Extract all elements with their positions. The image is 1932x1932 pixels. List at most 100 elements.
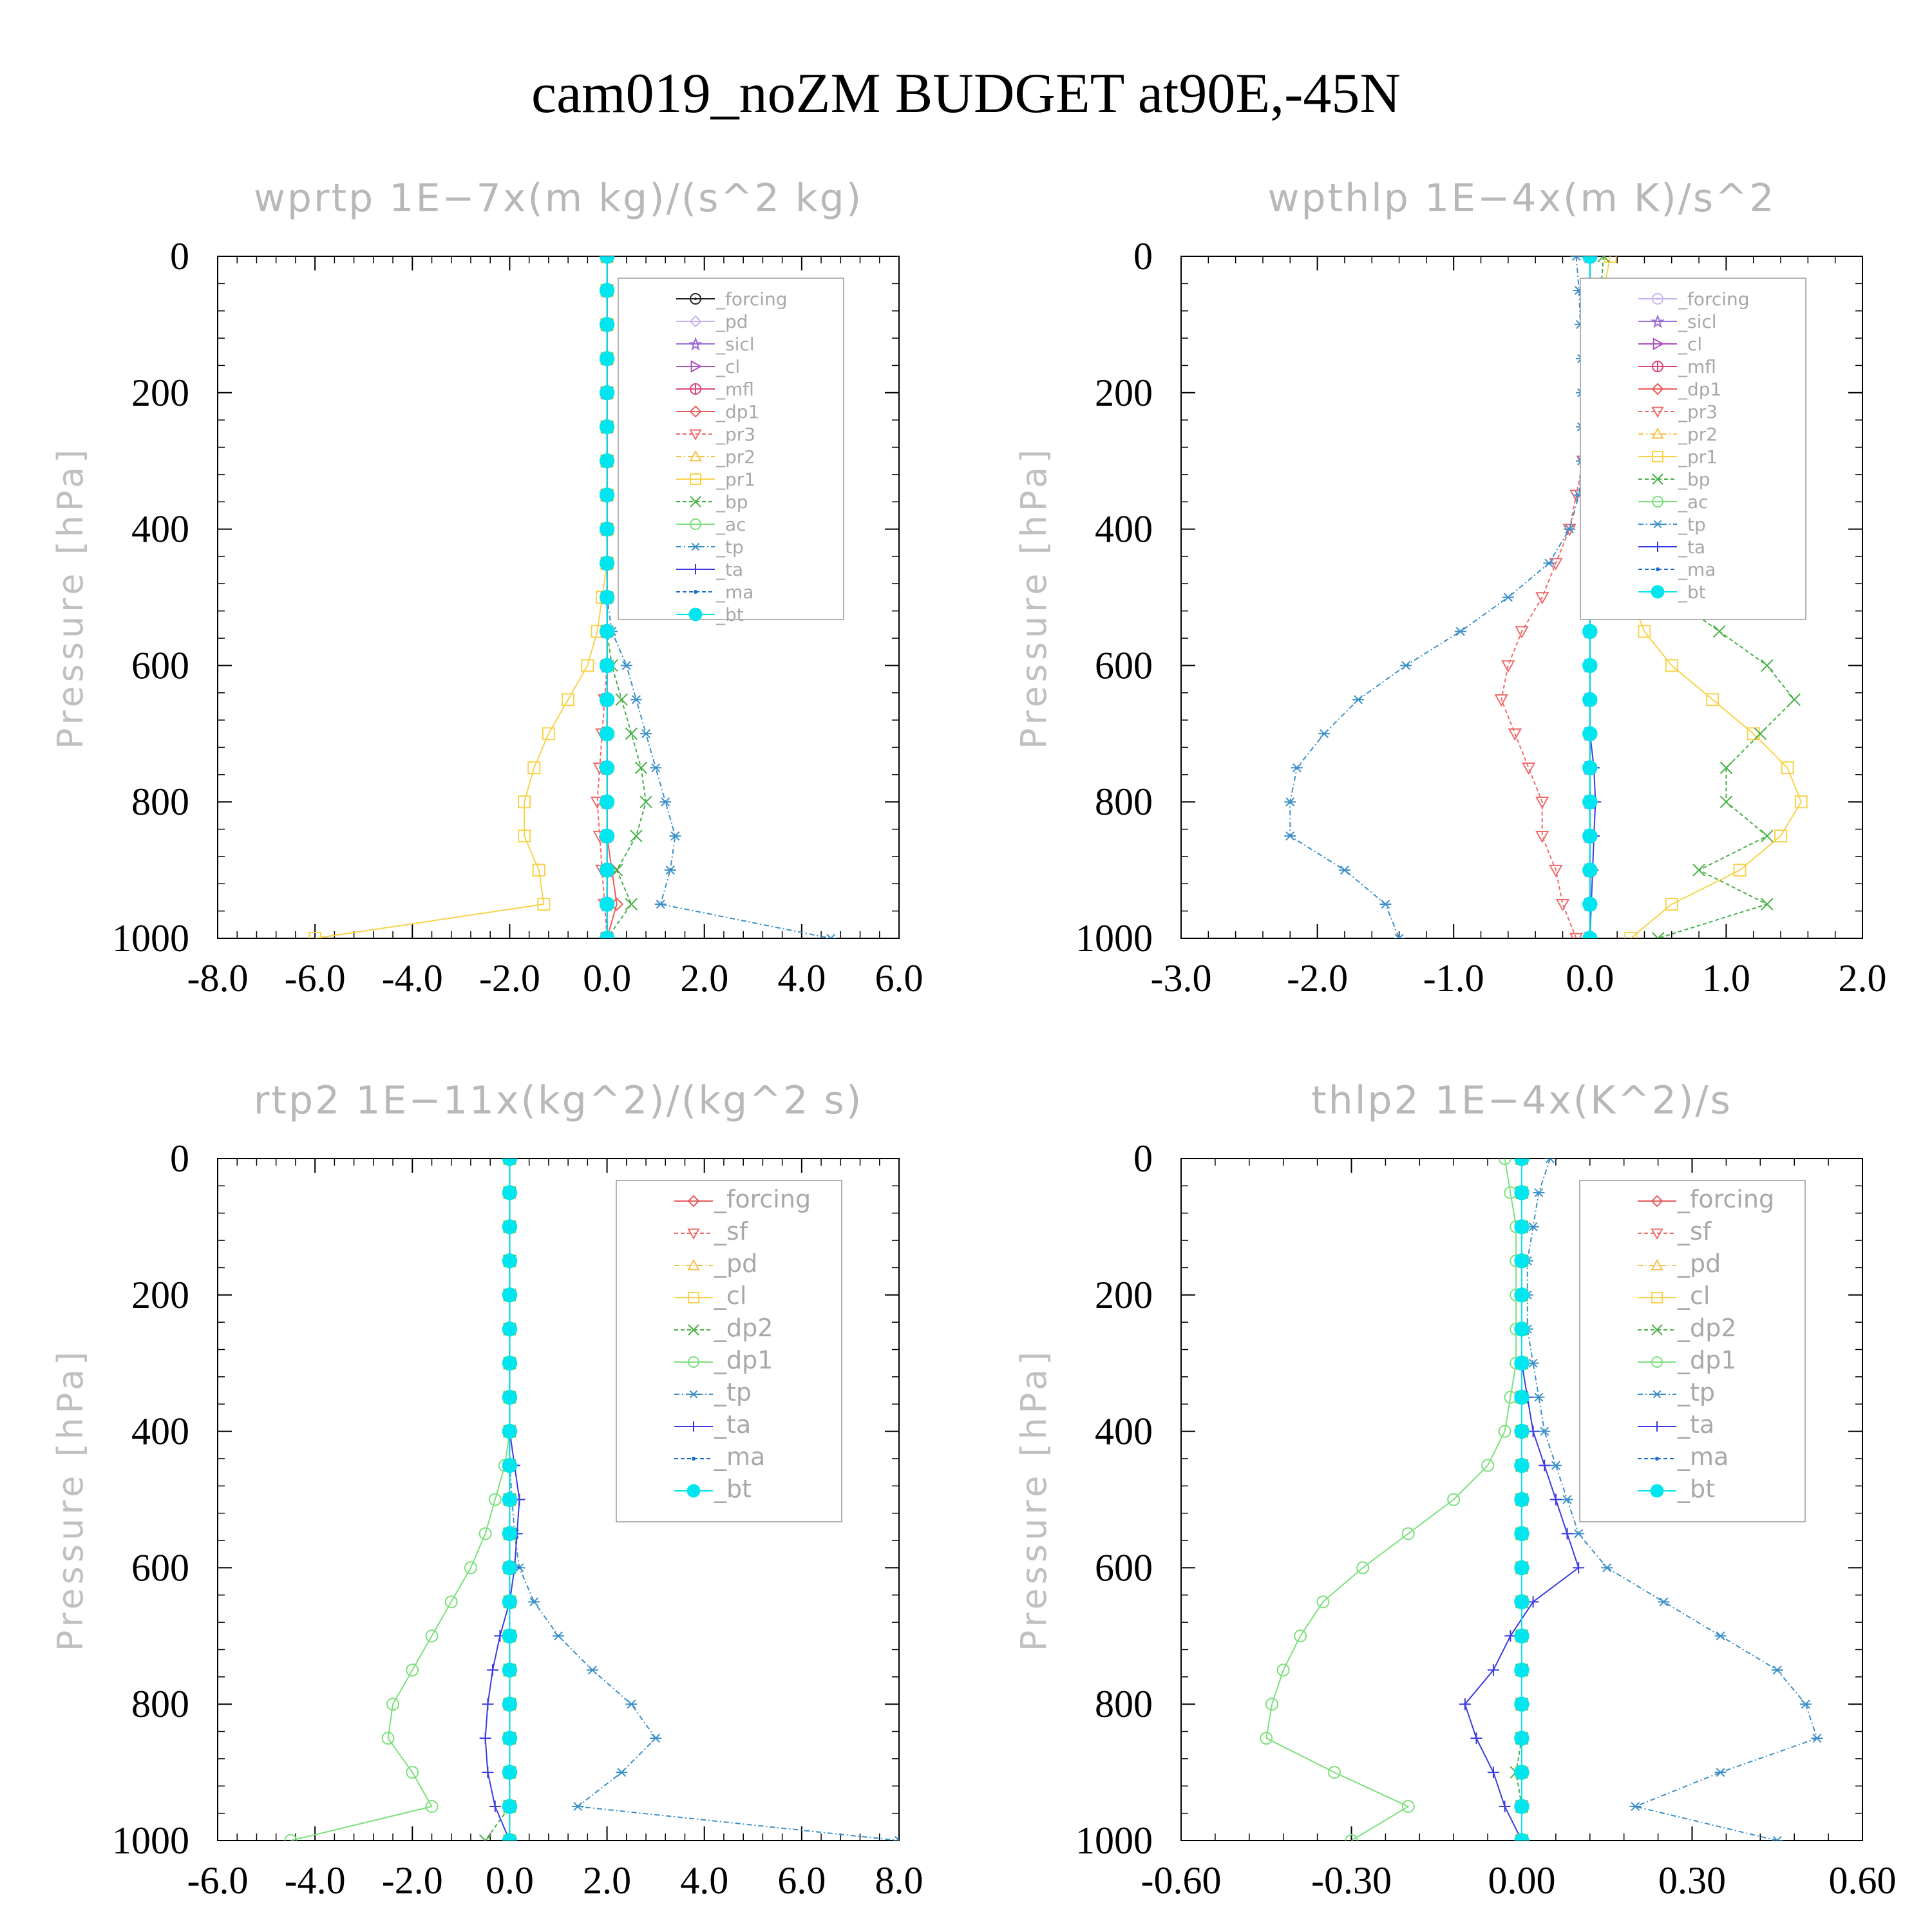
data-point: [1498, 1159, 1511, 1165]
data-point: [1535, 830, 1549, 844]
data-point: [1487, 1766, 1499, 1779]
data-point: [1544, 1159, 1557, 1164]
legend-marker: [1650, 1484, 1664, 1498]
legend-marker: [1651, 383, 1664, 395]
data-point: [1276, 1663, 1290, 1677]
legend-item: _tp: [1638, 1378, 1715, 1406]
series-line: [1289, 256, 1583, 938]
legend-label: _pr3: [715, 424, 755, 445]
x-tick-label: -1.0: [1423, 957, 1484, 999]
data-point: [308, 932, 322, 938]
series-line: [314, 256, 608, 938]
data-point: [1260, 1732, 1273, 1745]
legend-item: _pd: [676, 311, 748, 332]
legend-label: _sicl: [715, 334, 755, 355]
data-point: [1535, 592, 1549, 605]
legend-label: _forcing: [715, 289, 788, 310]
series-layer: [284, 1159, 899, 1841]
y-tick-label: 1000: [1075, 1819, 1153, 1862]
legend-label: _cl: [715, 356, 740, 377]
legend-item: _cl: [1638, 334, 1702, 355]
legend: _forcing_pd_sicl_cl_mfl_dp1_pr3_pr2_pr1_…: [618, 278, 844, 625]
legend-item: _forcing: [676, 289, 788, 310]
data-point: [1284, 831, 1296, 841]
data-point: [1582, 256, 1598, 264]
data-point: [1624, 932, 1638, 938]
legend-label: _forcing: [1678, 289, 1750, 310]
data-point: [1582, 623, 1598, 639]
data-point: [1521, 762, 1536, 775]
data-point: [502, 1526, 518, 1542]
legend-label: _tp: [1678, 514, 1706, 535]
series_bt: [599, 256, 615, 938]
series-line: [606, 256, 647, 938]
data-point: [1582, 794, 1598, 810]
data-point: [502, 1321, 518, 1337]
data-point: [615, 693, 628, 706]
data-point: [1629, 1802, 1642, 1812]
x-tick-label: 1.0: [1702, 957, 1750, 999]
data-point: [1514, 1457, 1530, 1473]
y-tick-label: 400: [131, 1410, 189, 1453]
data-point: [1761, 659, 1774, 672]
data-point: [1393, 933, 1405, 938]
x-tick-label: 2.0: [680, 957, 728, 999]
data-point: [1774, 829, 1788, 843]
legend-label: _bt: [715, 604, 744, 625]
legend-item: _ta: [1638, 536, 1705, 558]
data-point: [1569, 933, 1584, 938]
data-point: [406, 1766, 419, 1779]
x-tick-label: 4.0: [777, 957, 826, 999]
data-point: [625, 727, 638, 741]
data-point: [650, 1734, 662, 1743]
legend-marker: [687, 1195, 700, 1208]
legend-item: _mfl: [676, 379, 754, 400]
data-point: [1549, 1461, 1562, 1470]
data-point: [1514, 1765, 1530, 1780]
y-tick-label: 0: [1133, 235, 1153, 278]
x-tick-label: -4.0: [285, 1859, 346, 1902]
data-point: [1316, 1595, 1330, 1609]
data-point: [572, 1802, 584, 1812]
data-point: [1761, 898, 1774, 911]
legend-item: _forcing: [674, 1185, 811, 1213]
legend-item: _ma: [1638, 1443, 1728, 1471]
legend-marker: [690, 496, 701, 507]
legend-item: _mfl: [1638, 356, 1716, 377]
data-point: [1514, 1662, 1530, 1678]
data-point: [502, 1356, 518, 1371]
data-point: [1601, 1563, 1613, 1573]
legend-marker: [689, 405, 702, 418]
panel-title: thlp2 1E−4x(K^2)/s: [1311, 1078, 1732, 1123]
legend-item: _pr3: [1638, 401, 1718, 422]
data-point: [1494, 694, 1508, 707]
data-point: [599, 931, 615, 938]
data-point: [1514, 1356, 1530, 1371]
data-point: [669, 831, 681, 841]
data-point: [1498, 1425, 1511, 1438]
data-point: [1502, 592, 1514, 602]
legend-item: _ma: [674, 1443, 765, 1471]
series-layer: [308, 256, 837, 938]
data-point: [599, 555, 615, 571]
legend-marker: [690, 564, 701, 574]
x-tick-label: 6.0: [875, 957, 923, 999]
legend-label: _dp1: [715, 401, 759, 422]
data-point: [581, 659, 594, 672]
y-axis-label: Pressure [hPa]: [50, 1348, 91, 1651]
series-line: [1265, 1159, 1517, 1841]
legend-item: _sf: [1638, 1217, 1712, 1245]
legend-marker: [1652, 451, 1663, 462]
y-axis-label: Pressure [hPa]: [50, 446, 91, 749]
y-tick-label: 800: [131, 781, 189, 823]
data-point: [1719, 795, 1733, 808]
legend-label: _ma: [714, 1443, 765, 1471]
data-point: [1665, 659, 1678, 672]
data-point: [825, 933, 837, 938]
legend-marker: [1653, 520, 1663, 529]
data-point: [425, 1800, 439, 1814]
data-point: [478, 1834, 492, 1841]
data-point: [1535, 797, 1549, 810]
data-point: [1706, 693, 1719, 706]
x-tick-label: -3.0: [1151, 957, 1212, 999]
